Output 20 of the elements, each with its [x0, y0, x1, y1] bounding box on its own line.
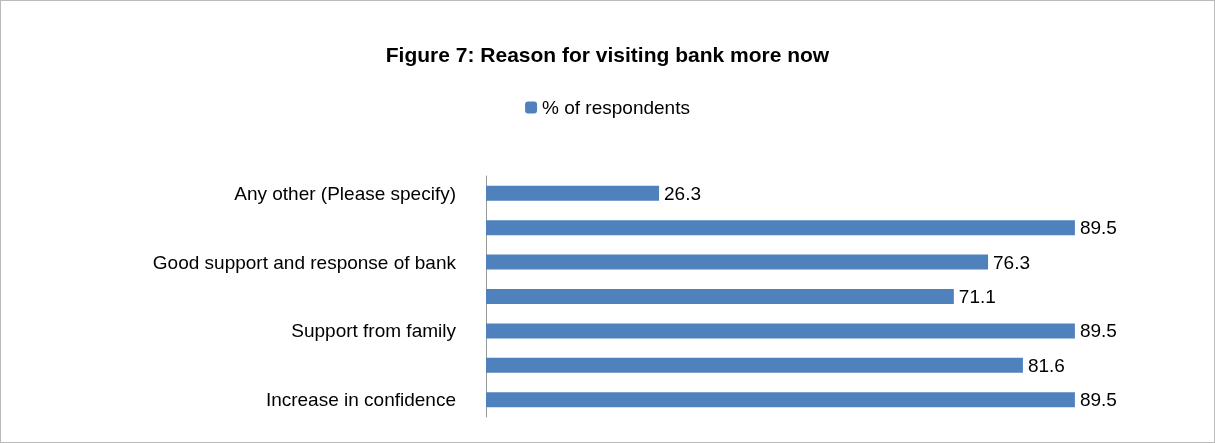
- data-label: 26.3: [664, 182, 702, 204]
- legend-label: % of respondents: [542, 97, 690, 118]
- data-label: 89.5: [1079, 389, 1117, 411]
- data-label: 76.3: [993, 251, 1031, 273]
- bar: [486, 323, 1075, 339]
- chart-title: Figure 7: Reason for visiting bank more now: [385, 43, 830, 66]
- y-tick-label: Increase in confidence: [265, 389, 456, 411]
- bar: [486, 289, 954, 304]
- bar: [486, 254, 989, 270]
- data-label: 81.6: [1027, 354, 1065, 376]
- y-tick-label: Any other (Please specify): [234, 182, 456, 204]
- y-tick-label: Good support and response of bank: [152, 251, 457, 273]
- bar: [486, 392, 1075, 408]
- data-label: 71.1: [958, 286, 996, 307]
- data-label: 89.5: [1079, 320, 1117, 342]
- bar: [486, 357, 1023, 373]
- bar: [486, 185, 660, 201]
- bar: [486, 220, 1075, 236]
- y-tick-label: Support from family: [291, 320, 457, 342]
- data-label: 89.5: [1079, 217, 1117, 239]
